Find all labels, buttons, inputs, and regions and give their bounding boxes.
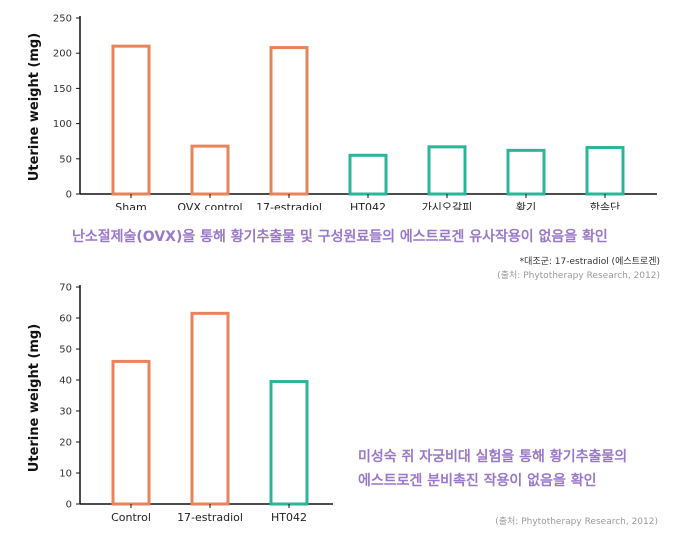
y-tick-label: 10 — [59, 469, 72, 480]
x-tick-label: Sham — [115, 201, 146, 210]
y-axis-label: Uterine weight (mg) — [27, 33, 42, 181]
bar — [190, 144, 230, 196]
y-tick-label: 40 — [59, 376, 72, 387]
bar — [506, 148, 546, 196]
chart-2-caption-line-1: 미성숙 쥐 자궁비대 실험을 통해 황기추출물의 — [358, 449, 628, 465]
bar — [111, 44, 151, 196]
chart-2-caption-line-2: 에스트로겐 분비촉진 작용이 없음을 확인 — [358, 473, 597, 489]
y-tick-label: 70 — [59, 283, 72, 294]
x-tick-label: 17-estradiol — [256, 201, 322, 210]
y-tick-label: 60 — [59, 314, 72, 325]
chart-2-source: (출처: Phytotherapy Research, 2012) — [495, 517, 658, 527]
x-tick-label: 가시오갈피 — [422, 200, 473, 210]
bar — [190, 311, 230, 506]
bar — [348, 153, 388, 196]
chart-2: Uterine weight (mg) 0 10 20 30 40 50 60 70 Contr… — [27, 283, 333, 524]
x-tick-label: HT042 — [271, 511, 307, 524]
chart-1-source: (출처: Phytotherapy Research, 2012) — [497, 271, 660, 281]
x-tick-label: 황기 — [516, 201, 536, 210]
y-tick-label: 30 — [59, 407, 72, 418]
bar — [269, 46, 309, 196]
chart-1-note: *대조군: 17-estradiol (에스트로겐) — [519, 257, 660, 267]
y-tick-label: 100 — [53, 119, 72, 130]
bar — [111, 359, 151, 506]
y-axis-label: Uterine weight (mg) — [27, 324, 42, 472]
y-tick-label: 250 — [53, 14, 72, 25]
bar — [427, 145, 467, 196]
bar — [585, 146, 625, 196]
y-tick-label: 200 — [53, 49, 72, 60]
x-tick-label: OVX control — [177, 201, 242, 210]
chart-1: Uterine weight (mg) 0 50 100 150 200 250 Sham O… — [27, 14, 657, 210]
x-tick-label: Control — [111, 511, 151, 524]
x-tick-label: HT042 — [350, 201, 386, 210]
chart-1-caption: 난소절제술(OVX)을 통해 황기추출물 및 구성원료들의 에스트로겐 유사작용… — [72, 229, 608, 245]
y-tick-label: 0 — [66, 190, 72, 201]
y-tick-label: 150 — [53, 84, 72, 95]
y-tick-label: 50 — [59, 345, 72, 356]
x-tick-label: 한속단 — [590, 201, 620, 210]
y-tick-label: 50 — [59, 154, 72, 165]
y-tick-label: 20 — [59, 438, 72, 449]
y-tick-label: 0 — [66, 500, 72, 511]
bar — [269, 380, 309, 506]
x-tick-label: 17-estradiol — [177, 511, 243, 524]
